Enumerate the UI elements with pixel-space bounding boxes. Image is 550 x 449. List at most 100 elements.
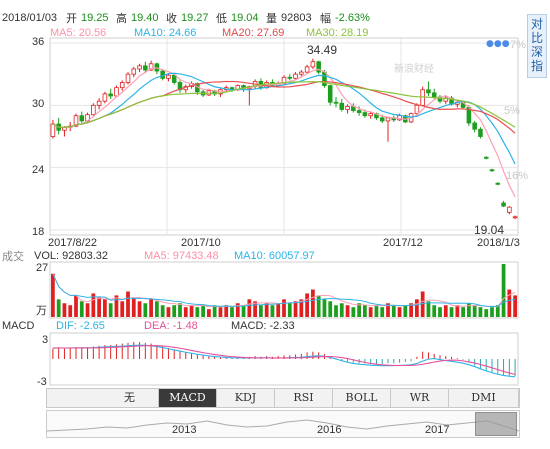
volume-bar xyxy=(247,299,252,317)
volume-bar xyxy=(207,309,211,317)
candle-body xyxy=(322,71,327,86)
volume-bar xyxy=(282,299,286,317)
volume-bar xyxy=(334,305,338,317)
volume-bar xyxy=(443,305,448,317)
nav-label-2016: 2016 xyxy=(317,424,342,436)
candle-body xyxy=(91,104,96,116)
macd-label: MACD xyxy=(2,320,35,332)
grid-lines xyxy=(49,37,519,386)
volume-bar xyxy=(143,303,148,317)
candle-body xyxy=(316,61,321,73)
time-navigator[interactable] xyxy=(46,410,520,438)
candle-body xyxy=(293,73,298,79)
candle-body xyxy=(420,89,425,106)
volume-value: 92803 xyxy=(281,12,312,24)
tab-macd[interactable]: MACD xyxy=(159,389,217,407)
ma10-legend: MA10: 24.66 xyxy=(134,27,197,39)
volume-bar xyxy=(264,303,269,317)
volume-bar xyxy=(403,305,408,317)
candle-body xyxy=(119,82,125,89)
tab-dmi[interactable]: DMI xyxy=(449,389,519,407)
volume-bar xyxy=(189,305,194,317)
volume-bar xyxy=(490,307,494,317)
open-label: 开 xyxy=(66,12,77,25)
change-label: 幅 xyxy=(320,12,331,25)
tab-wr[interactable]: WR xyxy=(391,389,449,407)
ma10-line xyxy=(52,72,516,165)
candle-body xyxy=(114,87,119,97)
candle-body xyxy=(131,68,137,75)
volume-bar xyxy=(201,305,205,317)
volume-bar xyxy=(339,303,344,317)
volume-bar xyxy=(51,273,55,317)
volume-bar xyxy=(495,305,500,317)
volume-bar xyxy=(74,295,78,317)
candle-body xyxy=(345,105,350,110)
volume-bar xyxy=(328,301,333,317)
macd-axis-top: 3 xyxy=(42,334,49,346)
candle-body xyxy=(362,112,368,117)
candle-body xyxy=(160,70,165,79)
volume-bar xyxy=(415,299,419,317)
volume-bar xyxy=(160,305,165,317)
compare-index-button[interactable]: 对比深指 xyxy=(527,14,547,78)
nav-label-2013: 2013 xyxy=(172,424,197,436)
candle-body xyxy=(489,169,495,172)
indicator-tabbar: 无 MACD KDJ RSI BOLL WR DMI xyxy=(46,388,520,408)
volume-bar xyxy=(351,307,356,317)
x-label-2: 2017/10 xyxy=(181,237,221,249)
ma5-legend: MA5: 20.56 xyxy=(50,27,107,39)
volume-bar xyxy=(183,307,188,317)
vol-axis-top: 27 xyxy=(36,262,49,274)
candle-body xyxy=(483,156,489,159)
candle-body xyxy=(478,128,483,137)
volume-bar xyxy=(305,293,309,317)
navigator-handle[interactable] xyxy=(475,412,517,436)
navigator-sparkline xyxy=(47,419,519,432)
candle-body xyxy=(379,117,385,122)
volume-bar xyxy=(62,303,67,317)
tab-kdj[interactable]: KDJ xyxy=(217,389,275,407)
candle-body xyxy=(501,202,506,207)
top-right-mark: 7% xyxy=(510,39,526,51)
low-right-mark: 16% xyxy=(506,170,529,182)
vol-legend: VOL: 92803.32 xyxy=(34,250,109,262)
volume-label: 量 xyxy=(266,12,277,25)
volume-bar xyxy=(357,303,361,317)
candle-body xyxy=(137,65,142,70)
volume-bar xyxy=(126,291,130,317)
vol-ma5-legend: MA5: 97433.48 xyxy=(144,250,219,262)
candle-body xyxy=(102,93,108,102)
volume-bar xyxy=(467,303,471,317)
candle-body xyxy=(310,61,316,68)
volume-bar xyxy=(484,309,489,317)
candle-body xyxy=(73,115,79,127)
quote-date: 2018/01/03 xyxy=(2,12,58,24)
price-tick-24: 24 xyxy=(32,164,45,176)
volume-bar xyxy=(195,307,200,317)
dif-legend: DIF: -2.65 xyxy=(56,320,105,332)
tab-rsi[interactable]: RSI xyxy=(275,389,333,407)
volume-bars xyxy=(51,264,517,317)
volume-bar xyxy=(212,305,217,317)
candle-body xyxy=(327,85,333,103)
ma30-line xyxy=(52,81,516,128)
volume-panel-frame xyxy=(49,261,519,319)
candle-body xyxy=(339,102,345,110)
low-label: 低 xyxy=(216,12,227,25)
candle-body xyxy=(304,66,310,73)
volume-bar xyxy=(455,305,460,317)
vol-ma10-legend: MA10: 60057.97 xyxy=(234,250,315,262)
candle-body xyxy=(50,123,56,137)
volume-bar xyxy=(120,301,125,317)
volume-bar xyxy=(178,303,182,317)
high-value: 19.40 xyxy=(131,12,159,24)
tab-boll[interactable]: BOLL xyxy=(333,389,391,407)
volume-bar xyxy=(97,297,101,317)
tab-none[interactable]: 无 xyxy=(101,389,159,407)
ma20-legend: MA20: 27.69 xyxy=(222,27,285,39)
candle-body xyxy=(79,115,85,122)
volume-bar xyxy=(155,301,159,317)
volume-bar xyxy=(79,301,84,317)
more-dots-icon[interactable]: ●●● xyxy=(486,39,510,49)
